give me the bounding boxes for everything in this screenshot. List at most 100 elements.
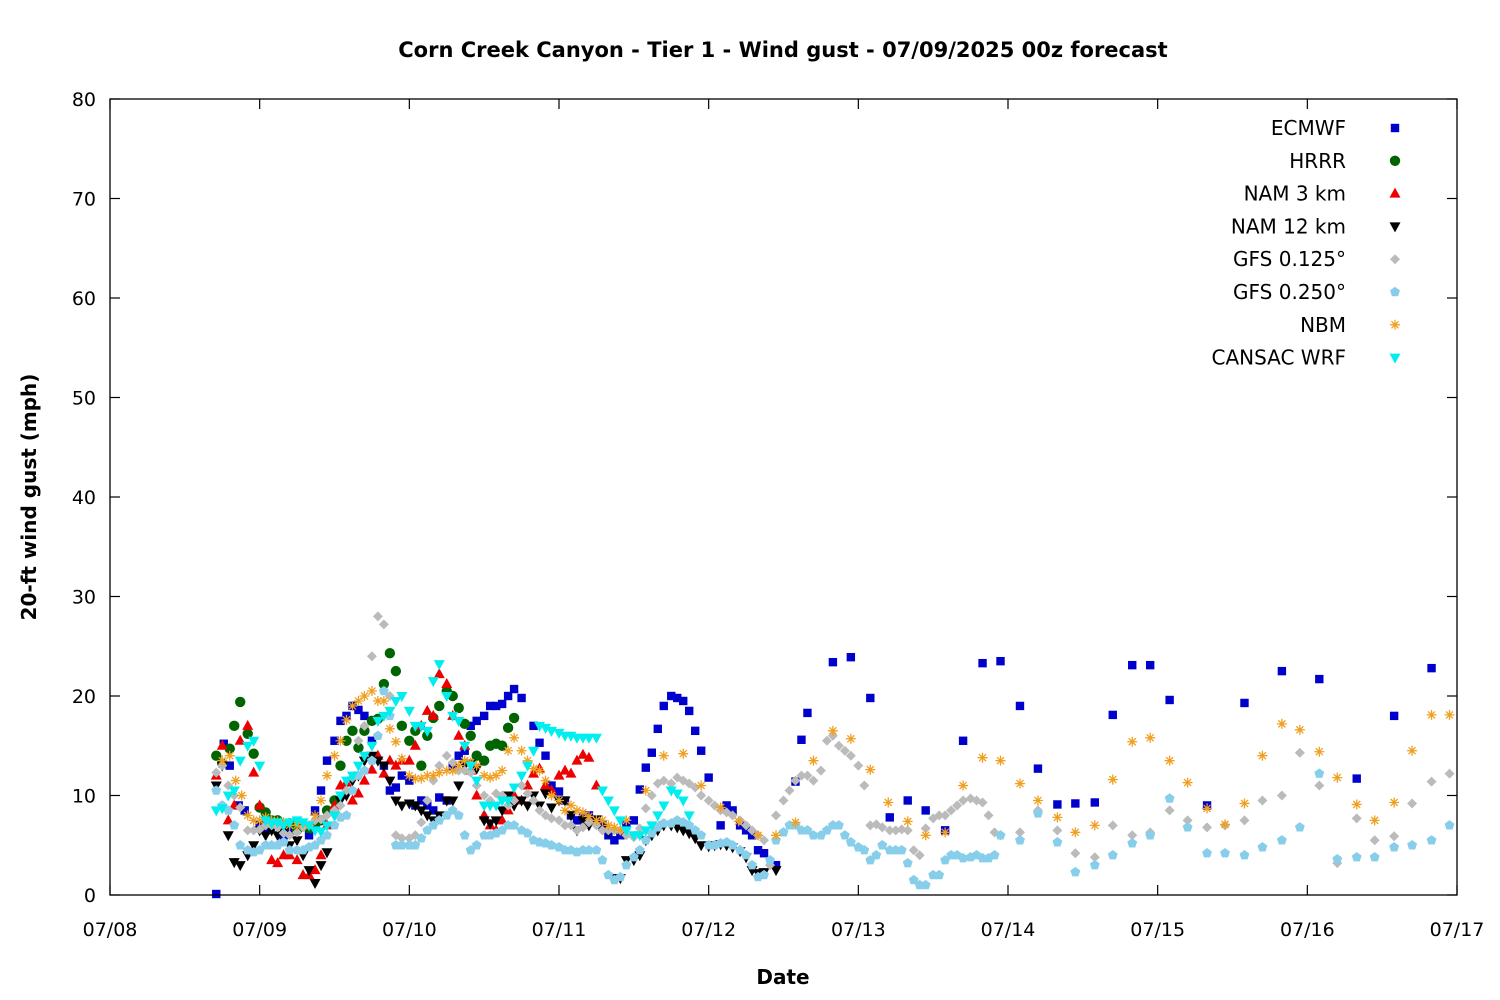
x-tick-label: 07/17 [1430, 919, 1485, 941]
data-point [509, 820, 520, 830]
legend-label: GFS 0.125° [1233, 247, 1346, 271]
data-point [316, 786, 326, 795]
data-point [690, 825, 701, 835]
data-point [1202, 803, 1213, 814]
data-point [771, 860, 781, 870]
data-point [771, 810, 782, 821]
data-point [665, 786, 677, 797]
data-point [284, 818, 296, 829]
data-point [335, 735, 346, 746]
data-point [303, 821, 315, 832]
data-point [621, 859, 632, 870]
data-point [883, 797, 894, 808]
data-point [335, 760, 346, 771]
data-point [859, 845, 870, 855]
data-point [1332, 772, 1343, 783]
legend-marker [1389, 353, 1401, 364]
data-point [1127, 736, 1138, 747]
data-point [559, 796, 571, 807]
data-point [640, 826, 652, 837]
data-point [447, 765, 458, 776]
data-point [496, 806, 508, 817]
data-point [908, 845, 919, 856]
data-point [914, 850, 925, 861]
data-point [554, 795, 564, 806]
data-point [322, 810, 333, 821]
data-point [546, 790, 557, 801]
data-point [309, 864, 321, 875]
data-point [422, 770, 433, 781]
data-point [571, 754, 583, 765]
data-point [522, 755, 533, 766]
data-point [378, 767, 390, 778]
data-point [1389, 831, 1400, 842]
data-point [359, 691, 370, 701]
data-point [479, 790, 490, 801]
data-point [733, 816, 744, 827]
data-point [1145, 660, 1155, 670]
data-point [465, 761, 477, 772]
data-point [528, 763, 539, 774]
y-tick-label: 40 [72, 487, 96, 509]
data-point [447, 805, 458, 815]
data-point [315, 861, 327, 872]
data-point [759, 849, 769, 858]
data-point [1164, 805, 1175, 816]
data-point [435, 793, 444, 802]
data-point [1145, 732, 1156, 743]
data-point [790, 775, 801, 786]
data-point [615, 825, 626, 836]
data-point [546, 840, 557, 850]
data-point [434, 700, 445, 712]
data-point [634, 831, 646, 842]
data-point [496, 814, 508, 825]
data-point [390, 696, 402, 707]
data-point [690, 726, 700, 736]
data-point [1351, 799, 1362, 810]
data-point [321, 821, 333, 832]
data-point [1015, 701, 1025, 711]
data-point [340, 776, 352, 787]
data-point [1407, 798, 1418, 809]
data-point [1032, 808, 1043, 818]
data-point [396, 720, 408, 732]
data-point [759, 835, 770, 846]
data-point [210, 806, 222, 817]
data-point [1164, 793, 1175, 803]
data-point [629, 816, 639, 825]
data-point [921, 806, 930, 815]
data-point [1427, 663, 1436, 673]
data-point [741, 820, 752, 831]
data-point [459, 718, 470, 730]
data-point [229, 720, 240, 732]
data-point [434, 815, 445, 825]
data-point [378, 761, 390, 772]
data-point [1165, 695, 1174, 705]
data-point [803, 708, 812, 718]
data-point [565, 800, 576, 811]
data-point [1276, 718, 1287, 729]
data-point [821, 735, 832, 746]
data-point [747, 825, 758, 836]
data-point [453, 729, 465, 740]
data-point [284, 845, 295, 855]
data-point [409, 801, 421, 812]
data-point [329, 820, 340, 830]
data-point [658, 818, 669, 828]
data-point [1257, 795, 1268, 806]
data-point [416, 833, 427, 843]
x-tick-label: 07/08 [83, 919, 138, 941]
data-point [1332, 853, 1343, 864]
data-point [1220, 819, 1231, 830]
data-point [330, 736, 339, 745]
data-point [853, 760, 864, 771]
data-point [336, 716, 345, 726]
data-point [958, 852, 969, 863]
data-point [646, 821, 658, 832]
data-point [583, 733, 595, 744]
data-point [1070, 866, 1081, 877]
y-tick-label: 50 [72, 388, 96, 410]
data-point [404, 770, 415, 781]
data-point [833, 740, 844, 751]
